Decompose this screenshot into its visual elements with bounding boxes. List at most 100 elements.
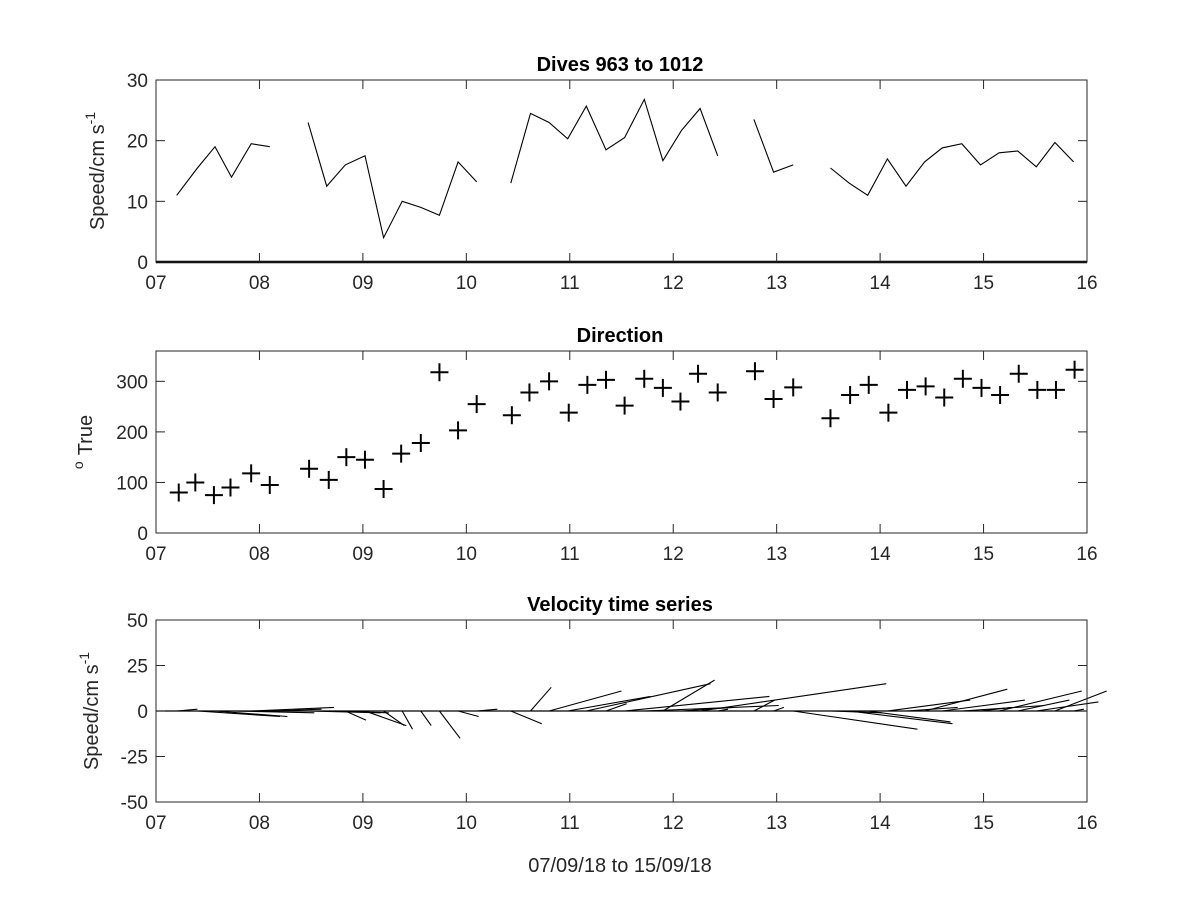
x-tick-label: 09 bbox=[352, 813, 373, 834]
direction-point bbox=[337, 448, 356, 467]
speed-axis-ticks: 07 08 09 10 11 12 13 14 15 16 0 10 20 30 bbox=[127, 71, 1098, 294]
velocity-stick bbox=[773, 706, 785, 712]
direction-axis-ticks: 07 08 09 10 11 12 13 14 15 16 0 100 200 300 bbox=[116, 351, 1098, 565]
velocity-stick bbox=[998, 690, 1082, 712]
speed-line-segment bbox=[753, 119, 794, 173]
velocity-stick bbox=[681, 706, 734, 712]
y-tick-label: 300 bbox=[116, 372, 148, 393]
direction-point bbox=[1009, 364, 1028, 383]
direction-point bbox=[449, 421, 468, 440]
velocity-stick bbox=[867, 710, 951, 723]
speed-line-segment bbox=[176, 143, 270, 196]
x-tick-label: 10 bbox=[456, 813, 477, 834]
velocity-stick bbox=[251, 706, 334, 712]
velocity-stick bbox=[942, 699, 1025, 712]
velocity-stick bbox=[567, 695, 651, 712]
direction-point bbox=[411, 434, 430, 453]
velocity-stick bbox=[644, 704, 779, 712]
direction-point bbox=[221, 478, 240, 497]
direction-point bbox=[355, 450, 374, 469]
velocity-stick bbox=[530, 686, 552, 712]
direction-point bbox=[392, 444, 411, 463]
y-tick-label: 0 bbox=[137, 253, 148, 274]
direction-point bbox=[671, 392, 690, 411]
direction-point bbox=[859, 375, 878, 394]
direction-point bbox=[745, 362, 764, 381]
direction-point bbox=[1028, 380, 1047, 399]
direction-point bbox=[559, 403, 578, 422]
velocity-stick bbox=[605, 703, 627, 712]
direction-point bbox=[169, 483, 188, 502]
velocity-stick bbox=[753, 699, 775, 712]
x-tick-label: 16 bbox=[1076, 273, 1097, 294]
speed-series-line bbox=[156, 97, 1087, 264]
x-tick-label: 16 bbox=[1076, 813, 1097, 834]
direction-points bbox=[169, 360, 1084, 505]
velocity-stick bbox=[401, 710, 413, 730]
velocity-stick bbox=[586, 683, 711, 712]
velocity-y-axis-label: Speed/cm s-1 bbox=[76, 652, 103, 770]
y-tick-label: -25 bbox=[121, 748, 148, 769]
x-tick-label: 08 bbox=[249, 273, 270, 294]
direction-point bbox=[204, 486, 223, 505]
velocity-stick bbox=[197, 710, 281, 718]
x-tick-label: 08 bbox=[249, 813, 270, 834]
velocity-stick bbox=[849, 710, 953, 725]
speed-line-segment bbox=[510, 97, 719, 184]
direction-point bbox=[1065, 360, 1084, 379]
direction-point bbox=[596, 370, 615, 389]
direction-panel: Direction 07 08 09 10 11 12 13 14 15 16 0 100 200 300… bbox=[70, 325, 1098, 565]
y-tick-label: 20 bbox=[127, 132, 148, 153]
direction-point bbox=[635, 369, 654, 388]
direction-point bbox=[935, 388, 954, 407]
velocity-axis-ticks: 07 08 09 10 11 12 13 14 15 16 50 25 0 -25 -50 bbox=[121, 611, 1098, 834]
x-tick-label: 15 bbox=[973, 813, 994, 834]
direction-point bbox=[300, 459, 319, 478]
x-tick-label: 12 bbox=[663, 813, 684, 834]
direction-point bbox=[764, 390, 783, 409]
direction-point bbox=[1046, 380, 1065, 399]
direction-point bbox=[260, 475, 279, 494]
velocity-stick bbox=[383, 710, 405, 727]
direction-point bbox=[520, 383, 539, 402]
velocity-stick bbox=[269, 708, 322, 712]
y-tick-label: 0 bbox=[137, 702, 148, 723]
y-tick-label: -50 bbox=[121, 793, 148, 814]
direction-point bbox=[615, 396, 634, 415]
speed-panel: Dives 963 to 1012 07 08 09 10 11 12 13 14 15 16 0 1… bbox=[82, 54, 1098, 294]
x-tick-label: 16 bbox=[1076, 544, 1097, 565]
y-tick-label: 50 bbox=[127, 611, 148, 632]
x-tick-label: 13 bbox=[766, 813, 787, 834]
velocity-stick bbox=[887, 699, 971, 712]
direction-point bbox=[578, 375, 597, 394]
velocity-stick bbox=[1073, 708, 1084, 712]
x-tick-label: 10 bbox=[456, 273, 477, 294]
x-tick-label: 08 bbox=[249, 544, 270, 565]
x-tick-label: 10 bbox=[456, 544, 477, 565]
speed-y-axis-label: Speed/cm s-1 bbox=[82, 112, 109, 230]
direction-point bbox=[430, 363, 449, 382]
direction-point bbox=[653, 378, 672, 397]
direction-point bbox=[916, 377, 935, 396]
x-axis-label: 07/09/18 to 15/09/18 bbox=[528, 855, 712, 877]
velocity-stick bbox=[326, 710, 389, 714]
y-tick-label: 200 bbox=[116, 423, 148, 444]
velocity-panel: Velocity time series 07 08 09 10 11 12 13 14 15 1… bbox=[76, 594, 1107, 834]
direction-point bbox=[991, 385, 1010, 404]
velocity-stick bbox=[624, 695, 770, 712]
direction-point bbox=[467, 395, 486, 414]
x-tick-label: 12 bbox=[663, 273, 684, 294]
speed-axes-box bbox=[155, 79, 1088, 263]
direction-point bbox=[784, 378, 803, 397]
direction-axes-box bbox=[155, 350, 1088, 534]
y-tick-label: 100 bbox=[116, 473, 148, 494]
direction-point bbox=[953, 369, 972, 388]
direction-point bbox=[319, 470, 338, 489]
x-tick-label: 12 bbox=[663, 544, 684, 565]
y-tick-label: 30 bbox=[127, 71, 148, 92]
speed-line-segment bbox=[307, 122, 478, 240]
velocity-stick bbox=[214, 710, 288, 718]
velocity-stick bbox=[438, 710, 461, 739]
velocity-chart-title: Velocity time series bbox=[527, 594, 713, 616]
